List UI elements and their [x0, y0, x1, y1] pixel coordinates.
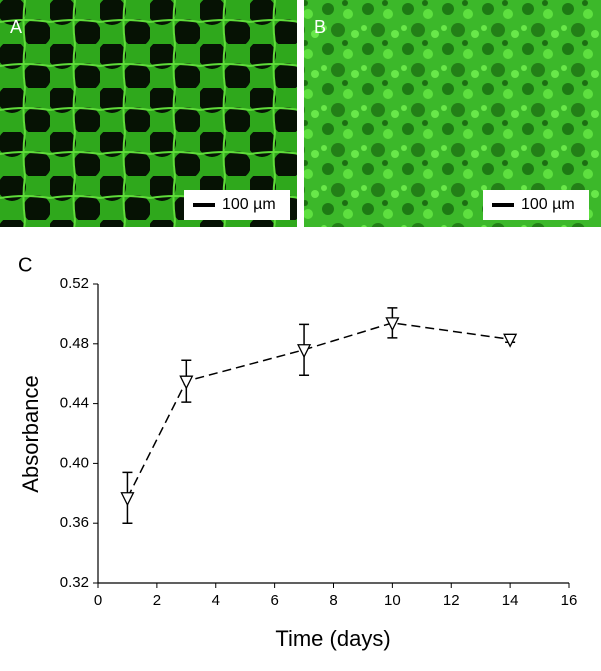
marker [503, 333, 518, 348]
y-tick-label: 0.32 [60, 574, 89, 591]
y-tick-label: 0.36 [60, 514, 89, 531]
x-tick-label: 16 [561, 592, 578, 609]
marker [179, 375, 194, 390]
micrograph-b [304, 0, 601, 227]
y-tick-label: 0.44 [60, 395, 89, 412]
y-axis-title: Absorbance [18, 375, 43, 492]
x-tick-label: 10 [384, 592, 401, 609]
panel-label: C [18, 254, 32, 276]
x-tick-label: 4 [212, 592, 220, 609]
y-tick-label: 0.48 [60, 335, 89, 352]
panel-b: B 100 µm [304, 0, 601, 227]
data-line [126, 322, 511, 499]
scale-label: 100 µm [521, 196, 575, 213]
micrograph-a [0, 0, 297, 227]
marker [297, 344, 312, 359]
marker [385, 317, 400, 332]
panel-a: A 100 µm [0, 0, 297, 227]
panel-label: B [314, 17, 326, 37]
x-axis-title: Time (days) [275, 626, 390, 651]
x-tick-label: 8 [329, 592, 337, 609]
marker [120, 492, 135, 507]
x-tick-label: 2 [153, 592, 161, 609]
panel-label: A [10, 17, 22, 37]
x-tick-label: 14 [502, 592, 519, 609]
y-tick-label: 0.52 [60, 275, 89, 292]
x-tick-label: 12 [443, 592, 460, 609]
scale-label: 100 µm [222, 196, 276, 213]
x-tick-label: 0 [94, 592, 102, 609]
y-tick-label: 0.40 [60, 454, 89, 471]
x-tick-label: 6 [270, 592, 278, 609]
